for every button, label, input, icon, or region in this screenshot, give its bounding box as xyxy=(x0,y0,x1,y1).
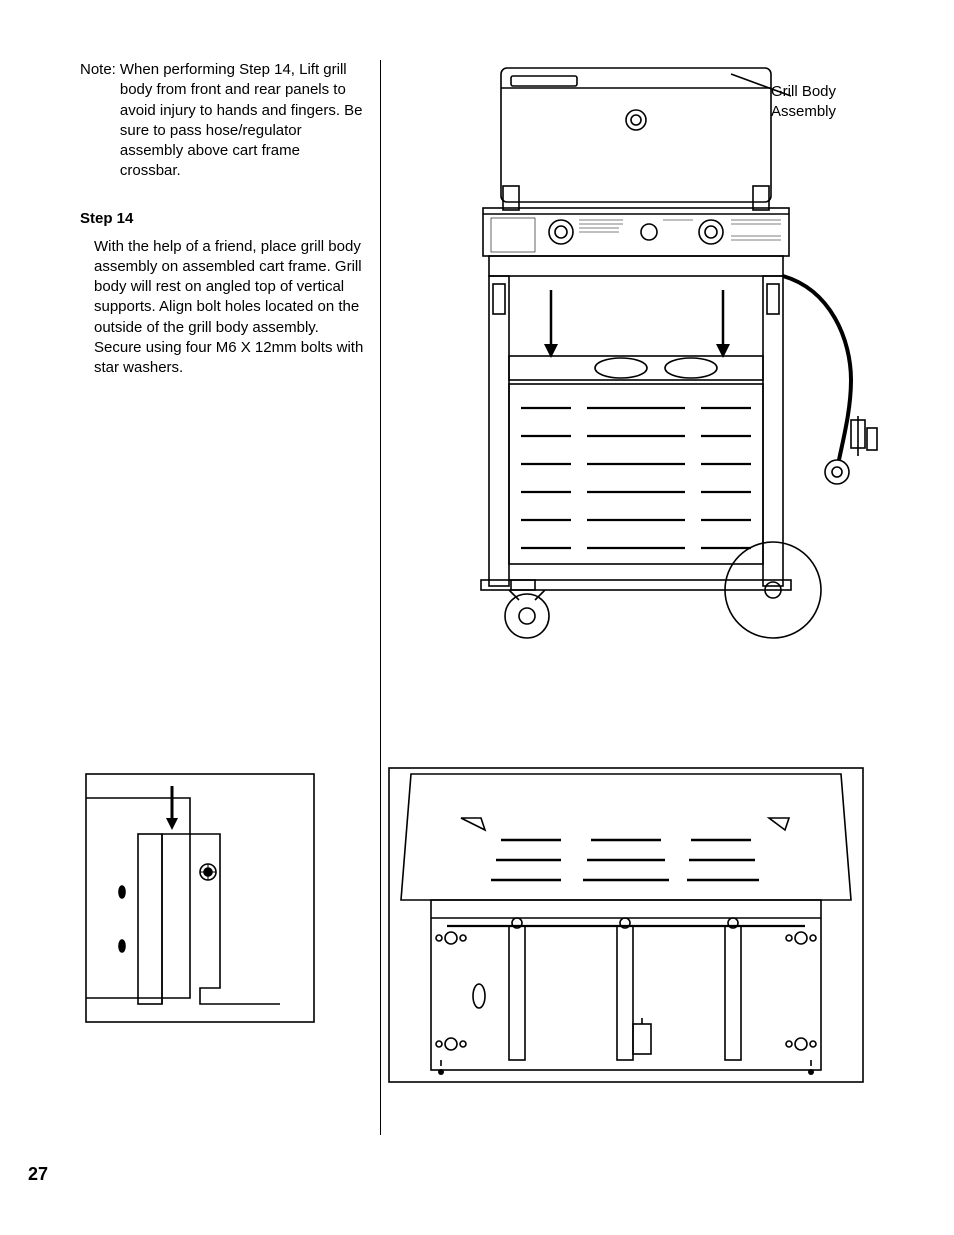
grill-assembly-figure xyxy=(411,60,901,650)
left-column: Note: When performing Step 14, Lift gril… xyxy=(80,60,380,1135)
underside-figure xyxy=(381,760,871,1090)
detail-figure-container xyxy=(80,768,364,1033)
note-block: Note: When performing Step 14, Lift gril… xyxy=(80,60,364,182)
step-heading: Step 14 xyxy=(80,210,364,227)
grill-body-callout: Grill Body Assembly xyxy=(771,82,836,121)
manual-page: Note: When performing Step 14, Lift gril… xyxy=(0,0,954,1235)
detail-figure xyxy=(80,768,320,1028)
two-column-layout: Note: When performing Step 14, Lift gril… xyxy=(80,60,914,1135)
page-number: 27 xyxy=(28,1164,48,1185)
step-body: With the help of a friend, place grill b… xyxy=(80,237,364,379)
note-label: Note: xyxy=(80,60,120,182)
right-column: Grill Body Assembly xyxy=(380,60,914,1135)
note-text: When performing Step 14, Lift grill body… xyxy=(120,60,364,182)
